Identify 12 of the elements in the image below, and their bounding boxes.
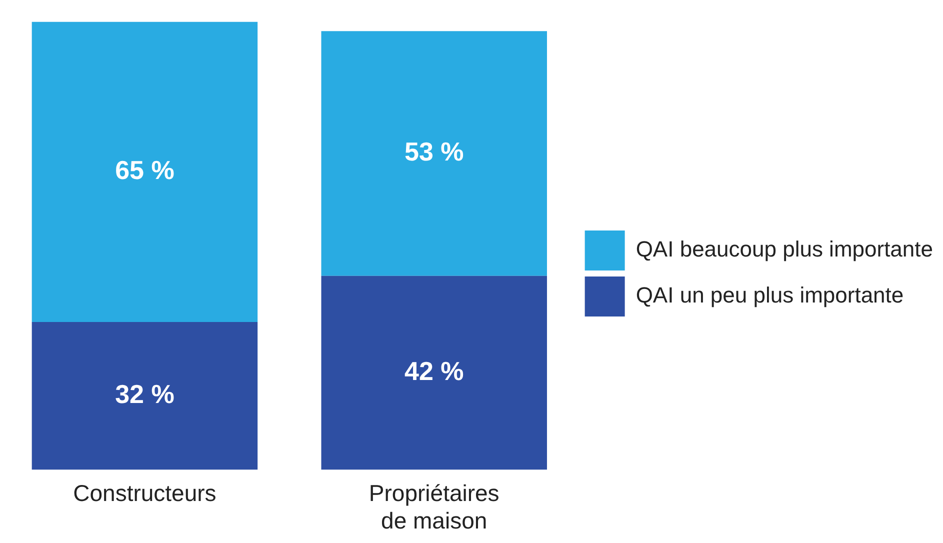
bar xyxy=(321,276,547,470)
x-tick-label: Propriétaires de maison xyxy=(368,480,500,534)
legend-label: QAI beaucoup plus importante xyxy=(636,236,934,262)
data-label: 65 % xyxy=(115,155,174,186)
x-tick-label: Constructeurs xyxy=(73,480,216,506)
data-label: 42 % xyxy=(404,356,464,386)
data-label: 32 % xyxy=(115,379,174,410)
data-label: 53 % xyxy=(404,136,464,167)
bar xyxy=(32,22,258,322)
bar xyxy=(32,322,258,470)
legend-label: QAI un peu plus importante xyxy=(636,282,904,308)
bar xyxy=(321,31,547,276)
